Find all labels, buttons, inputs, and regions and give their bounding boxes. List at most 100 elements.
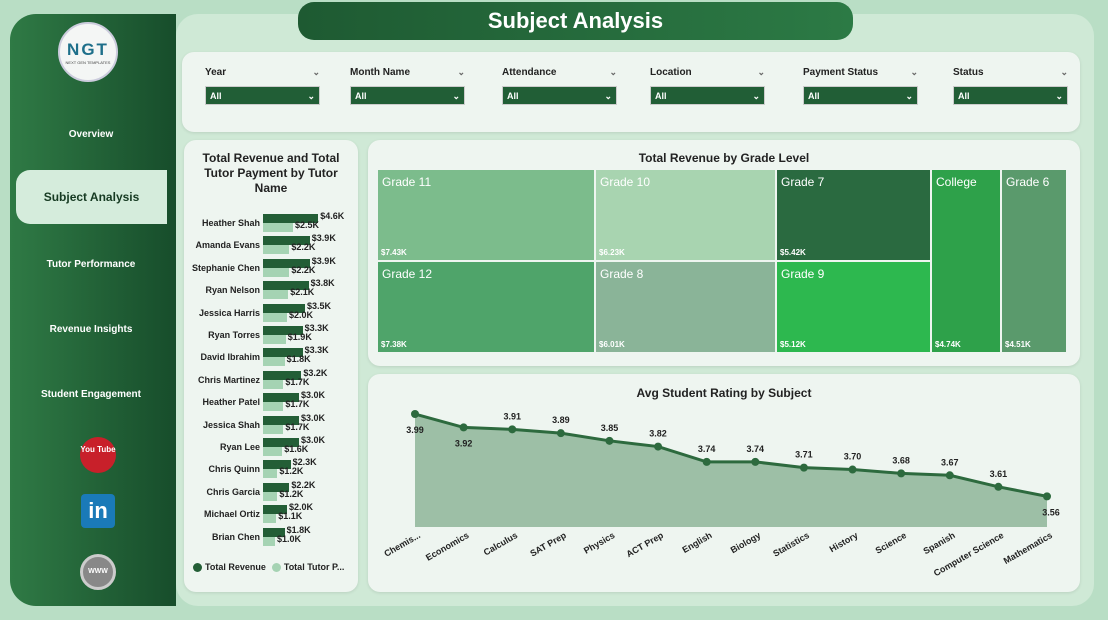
data-label: 3.68 (892, 455, 910, 465)
chevron-down-icon: ⌄ (752, 91, 760, 101)
filter-dropdown[interactable]: All ⌄ (502, 86, 617, 105)
revenue-bar[interactable] (263, 415, 299, 425)
filter-dropdown[interactable]: All ⌄ (803, 86, 918, 105)
data-label: 3.85 (601, 423, 619, 433)
filter-label: Status (953, 67, 984, 78)
chevron-down-icon[interactable]: ⌄ (757, 67, 765, 77)
filter-value: All (210, 91, 222, 101)
treemap-cell[interactable]: Grade 7 $5.42K (777, 170, 930, 260)
treemap-cell[interactable]: Grade 10 $6.23K (596, 170, 775, 260)
sidebar-item-revenue-insights[interactable]: Revenue Insights (49, 324, 133, 335)
payment-bar[interactable] (263, 447, 283, 456)
data-point[interactable] (751, 457, 760, 466)
revenue-bar[interactable] (263, 527, 285, 537)
payment-bar[interactable] (263, 379, 284, 389)
tutor-name: Jessica Harris (198, 307, 260, 318)
payment-bar[interactable] (263, 536, 275, 546)
treemap-cell[interactable]: Grade 12 $7.38K (378, 262, 594, 352)
revenue-bar[interactable] (263, 482, 290, 492)
revenue-bar[interactable] (263, 281, 309, 291)
treemap-cell[interactable]: Grade 6 $4.51K (1002, 170, 1066, 352)
x-tick-label: SAT Prep (528, 530, 568, 559)
treemap-cell[interactable]: Grade 9 $5.12K (777, 262, 930, 352)
sidebar-item-student-engagement[interactable]: Student Engagement (40, 389, 141, 400)
data-point[interactable] (556, 429, 565, 438)
youtube-icon[interactable]: You Tube (80, 437, 116, 473)
revenue-bar[interactable] (263, 438, 299, 447)
payment-bar[interactable] (263, 424, 284, 434)
sidebar-item-overview[interactable]: Overview (68, 129, 114, 140)
data-point[interactable] (897, 469, 906, 478)
chevron-down-icon: ⌄ (604, 91, 612, 101)
data-point[interactable] (1043, 492, 1051, 501)
data-label: 3.74 (747, 444, 765, 454)
payment-bar[interactable] (263, 290, 289, 300)
filter-month-name: Month Name ⌄ All ⌄ (350, 67, 465, 105)
chevron-down-icon: ⌄ (905, 91, 913, 101)
chevron-down-icon[interactable]: ⌄ (312, 67, 320, 77)
x-tick-label: ACT Prep (625, 530, 666, 559)
revenue-bar[interactable] (263, 236, 310, 246)
payment-bar[interactable] (263, 491, 278, 501)
revenue-bar[interactable] (263, 393, 299, 403)
payment-bar[interactable] (263, 245, 290, 255)
revenue-bar[interactable] (263, 326, 303, 335)
revenue-bar[interactable] (263, 258, 310, 268)
x-tick-label: Physics (582, 530, 616, 556)
chevron-down-icon[interactable]: ⌄ (1060, 67, 1068, 77)
chevron-down-icon[interactable]: ⌄ (609, 67, 617, 77)
x-tick-label: Chemis... (382, 530, 422, 559)
treemap-cell[interactable]: Grade 11 $7.43K (378, 170, 594, 260)
data-point[interactable] (508, 425, 517, 434)
treemap-cell[interactable]: College $4.74K (932, 170, 1000, 352)
payment-bar[interactable] (263, 223, 293, 232)
chevron-down-icon[interactable]: ⌄ (910, 67, 918, 77)
payment-bar[interactable] (263, 335, 286, 344)
data-label: 3.92 (455, 438, 473, 448)
revenue-label: $3.2K (303, 367, 328, 378)
legend-revenue[interactable]: Total Revenue (205, 562, 266, 572)
linkedin-icon[interactable]: in (81, 494, 115, 528)
sidebar-item-subject-analysis[interactable]: Subject Analysis (16, 170, 167, 224)
treemap-cell[interactable]: Grade 8 $6.01K (596, 262, 775, 352)
cell-value: $7.38K (381, 340, 407, 349)
legend-payment[interactable]: Total Tutor P... (283, 562, 345, 572)
payment-bar[interactable] (263, 402, 284, 412)
x-tick-label: History (828, 530, 860, 554)
filter-dropdown[interactable]: All ⌄ (953, 86, 1068, 105)
data-point[interactable] (605, 436, 614, 445)
revenue-bar[interactable] (263, 370, 302, 380)
payment-bar[interactable] (263, 469, 278, 479)
filter-value: All (808, 91, 820, 101)
payment-label: $2.5K (295, 220, 320, 230)
data-point[interactable] (654, 442, 663, 451)
revenue-bar[interactable] (263, 214, 319, 223)
filter-dropdown[interactable]: All ⌄ (650, 86, 765, 105)
payment-bar[interactable] (263, 357, 285, 367)
revenue-bar[interactable] (263, 460, 291, 470)
sidebar-item-tutor-performance[interactable]: Tutor Performance (46, 259, 136, 270)
revenue-bar[interactable] (263, 348, 303, 358)
data-label: 3.99 (406, 425, 424, 435)
revenue-bar[interactable] (263, 303, 305, 313)
filter-dropdown[interactable]: All ⌄ (350, 86, 465, 105)
tutor-name: Ryan Lee (219, 442, 260, 452)
data-point[interactable] (702, 457, 711, 466)
data-point[interactable] (848, 465, 857, 474)
revenue-label: $3.9K (311, 233, 336, 244)
chart-title: Total Revenue and Total Tutor Payment by… (202, 151, 340, 195)
data-point[interactable] (994, 482, 1003, 491)
payment-bar[interactable] (263, 514, 277, 524)
data-point[interactable] (459, 423, 468, 432)
globe-icon[interactable]: WWW (80, 554, 116, 590)
chevron-down-icon[interactable]: ⌄ (457, 67, 465, 77)
revenue-bar[interactable] (263, 505, 287, 515)
payment-bar[interactable] (263, 312, 287, 322)
cell-value: $6.23K (599, 248, 625, 257)
data-point[interactable] (799, 463, 808, 472)
data-point[interactable] (945, 471, 954, 480)
data-point[interactable] (411, 410, 419, 419)
payment-bar[interactable] (263, 267, 290, 277)
filter-dropdown[interactable]: All ⌄ (205, 86, 320, 105)
